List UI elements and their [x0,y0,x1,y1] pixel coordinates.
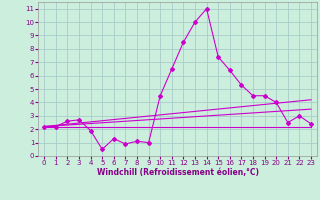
X-axis label: Windchill (Refroidissement éolien,°C): Windchill (Refroidissement éolien,°C) [97,168,259,177]
